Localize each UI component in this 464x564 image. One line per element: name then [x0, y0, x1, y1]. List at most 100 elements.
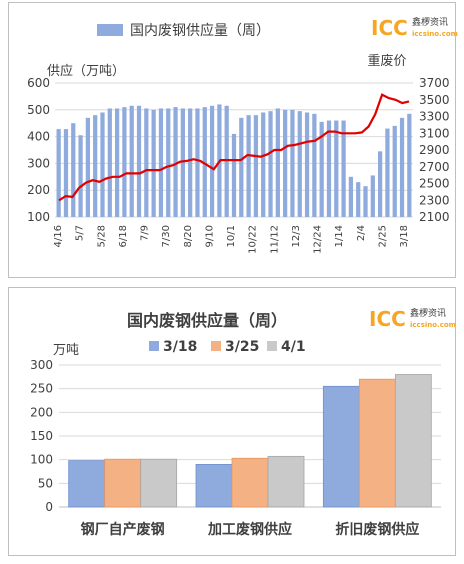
x-tick-label: 7/9: [140, 225, 151, 241]
logo-bottom: ICC 鑫椤资讯 iccsino.com: [369, 307, 456, 331]
y-tick-label: 600: [27, 76, 50, 90]
supply-bar: [304, 112, 310, 217]
top-chart: 国内废钢供应量（周） ICC 鑫椤资讯 iccsino.com 供应（万吨） 重…: [27, 16, 458, 254]
bottom-chart: 国内废钢供应量（周） ICC 鑫椤资讯 iccsino.com 万吨 3/18 3…: [30, 307, 456, 538]
supply-bar: [122, 107, 127, 217]
supply-bar: [231, 133, 237, 217]
supply-bar: [253, 115, 259, 217]
supply-bar: [114, 108, 120, 217]
x-category-label: 钢厂自产废钢: [81, 521, 165, 538]
y-axis-title: 万吨: [53, 343, 79, 358]
x-tick-label: 8/20: [183, 225, 194, 247]
y2-tick-label: 2100: [419, 210, 450, 224]
y-tick-label: 150: [30, 429, 53, 443]
supply-bar: [348, 176, 354, 217]
supply-bar: [334, 120, 339, 217]
legend-label: 3/18: [163, 339, 197, 355]
x-tick-label: 2/25: [377, 225, 388, 247]
y2-axis-title: 重废价: [367, 53, 406, 69]
x-category-label: 加工废钢供应: [207, 521, 292, 538]
supply-bar: [283, 109, 288, 217]
x-tick-label: 11/12: [269, 225, 280, 254]
supply-bar: [363, 186, 368, 217]
supply-bar: [93, 115, 98, 217]
x-tick-label: 1/14: [334, 225, 345, 247]
supply-bar: [312, 113, 317, 217]
y2-tick-label: 3100: [419, 126, 450, 140]
y2-tick-label: 3500: [419, 93, 450, 107]
chart-title: 国内废钢供应量（周）: [127, 311, 287, 330]
y-tick-label: 300: [27, 156, 50, 170]
supply-bar: [151, 109, 156, 217]
y-tick-label: 50: [38, 476, 53, 490]
supply-bar: [144, 108, 149, 217]
x-tick-label: 12/3: [291, 225, 302, 247]
x-tick-label: 6/18: [118, 225, 129, 247]
bar-4-1: [140, 458, 178, 508]
supply-bar: [326, 120, 332, 217]
bottom-chart-panel: 国内废钢供应量（周） ICC 鑫椤资讯 iccsino.com 万吨 3/18 3…: [8, 287, 456, 556]
supply-bar: [129, 105, 134, 217]
supply-bar: [399, 117, 405, 217]
supply-bar: [136, 105, 142, 217]
logo-mark: ICC: [371, 16, 408, 40]
legend-label: 3/25: [225, 339, 259, 355]
supply-bar: [268, 111, 273, 217]
supply-bar: [392, 125, 397, 217]
legend-swatch: [267, 341, 277, 351]
supply-bar: [370, 175, 375, 217]
bar-4-1: [394, 374, 432, 508]
supply-bar: [71, 123, 76, 217]
logo-mark: ICC: [369, 307, 406, 331]
supply-bar: [224, 105, 229, 217]
supply-bar: [202, 107, 207, 217]
supply-bar: [407, 113, 412, 217]
y2-tick-label: 3700: [419, 76, 450, 90]
x-tick-label: 9/10: [204, 225, 215, 247]
logo-url: iccsino.com: [410, 321, 456, 329]
x-tick-label: 12/24: [313, 225, 324, 254]
y2-tick-label: 2700: [419, 160, 450, 174]
bar-3-25: [231, 457, 269, 508]
y-tick-label: 500: [27, 103, 50, 117]
bar-3-25: [104, 458, 142, 508]
bar-3-25: [358, 378, 396, 508]
supply-bar: [85, 117, 90, 217]
y-tick-label: 400: [27, 130, 50, 144]
x-tick-label: 7/30: [161, 225, 172, 247]
y-tick-label: 200: [27, 183, 50, 197]
legend-label: 4/1: [281, 339, 306, 355]
bar-4-1: [267, 455, 305, 508]
y2-tick-label: 2500: [419, 177, 450, 191]
supply-bar: [188, 108, 193, 217]
y2-tick-label: 3300: [419, 110, 450, 124]
x-tick-label: 3/18: [399, 225, 410, 247]
y-tick-label: 0: [45, 500, 53, 514]
supply-bar: [107, 108, 112, 217]
y-tick-label: 100: [27, 210, 50, 224]
y2-tick-label: 2900: [419, 143, 450, 157]
price-line: [58, 93, 410, 202]
x-tick-label: 5/7: [75, 225, 86, 241]
supply-bar: [319, 121, 324, 217]
supply-bar: [56, 129, 61, 217]
y-tick-label: 200: [30, 405, 53, 419]
supply-bar: [173, 107, 178, 217]
supply-bar: [297, 111, 302, 217]
supply-bar: [275, 108, 280, 217]
supply-bar: [378, 151, 383, 217]
y-tick-label: 300: [30, 358, 53, 372]
logo-cn: 鑫椤资讯: [410, 307, 446, 319]
y2-tick-label: 2300: [419, 193, 450, 207]
legend-label-supply: 国内废钢供应量（周）: [130, 22, 270, 39]
supply-bar: [290, 109, 295, 217]
y-tick-label: 100: [30, 453, 53, 467]
supply-bar: [209, 105, 215, 217]
supply-bar: [100, 112, 105, 217]
x-tick-label: 5/28: [96, 225, 107, 247]
x-tick-label: 4/16: [53, 225, 64, 247]
supply-bar: [385, 128, 390, 217]
supply-bar: [246, 115, 251, 217]
legend-swatch: [211, 341, 221, 351]
x-tick-label: 10/22: [248, 225, 259, 254]
